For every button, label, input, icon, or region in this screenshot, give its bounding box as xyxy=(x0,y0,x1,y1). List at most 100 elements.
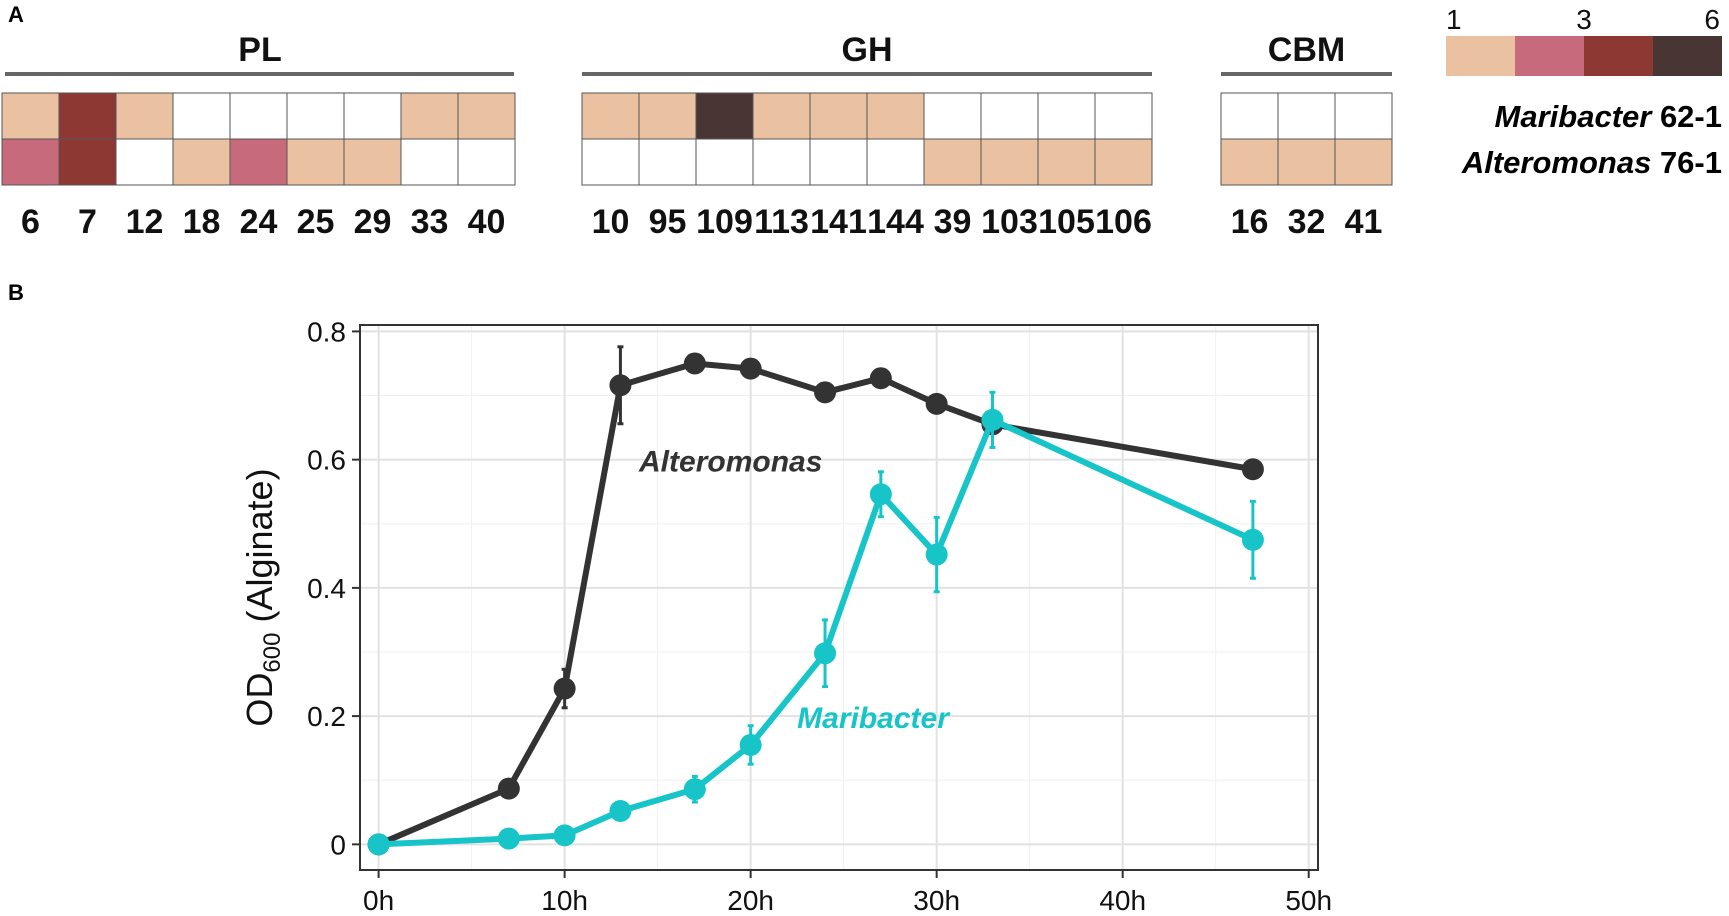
family-label: 33 xyxy=(411,203,449,241)
row-label: Maribacter 62-1 xyxy=(1495,99,1722,134)
heatmap-cell xyxy=(229,138,288,186)
family-label: 12 xyxy=(126,203,164,241)
heatmap-cell xyxy=(1220,138,1279,186)
legend-swatch xyxy=(1653,36,1722,76)
heatmap-cell xyxy=(115,138,174,186)
y-tick-label: 0 xyxy=(330,829,346,860)
row-label-strain: 76-1 xyxy=(1651,145,1722,180)
x-tick-label: 50h xyxy=(1285,885,1332,916)
alteromonas-point xyxy=(683,352,706,375)
heatmap-cell xyxy=(866,92,925,140)
alteromonas-point xyxy=(1241,458,1264,481)
family-label: 95 xyxy=(649,203,687,241)
heatmap-cell xyxy=(1277,92,1336,140)
heatmap-cell xyxy=(1094,138,1153,186)
plot-background xyxy=(360,325,1318,870)
family-label: 32 xyxy=(1288,203,1326,241)
row-label: Alteromonas 76-1 xyxy=(1461,145,1722,180)
heatmap-cell xyxy=(172,138,231,186)
heatmap-cell xyxy=(343,138,402,186)
maribacter-point xyxy=(553,824,576,847)
family-label: 6 xyxy=(21,203,40,241)
heatmap-cell xyxy=(58,92,117,140)
y-tick-label: 0.6 xyxy=(307,445,346,476)
heatmap-cell xyxy=(752,138,811,186)
maribacter-point xyxy=(925,543,948,566)
growth-curve-chart: 0h 10h 20h 30h 40h 50h 0 0.2 0.4 0.6 0.8 OD600 (Alg… xyxy=(239,316,1332,916)
heatmap-cell xyxy=(400,138,459,186)
maribacter-point xyxy=(814,642,837,665)
family-label: 40 xyxy=(468,203,506,241)
legend-swatch xyxy=(1584,36,1653,76)
legend-swatch xyxy=(1515,36,1584,76)
maribacter-point xyxy=(367,833,390,856)
maribacter-point xyxy=(739,733,762,756)
x-tick-label: 30h xyxy=(913,885,960,916)
alteromonas-point xyxy=(925,392,948,415)
heatmap-cell xyxy=(581,138,640,186)
y-axis-title: OD600 (Alginate) xyxy=(239,468,286,726)
heatmap-cell xyxy=(980,138,1039,186)
heatmap-cell xyxy=(58,138,117,186)
family-label: 141 xyxy=(810,203,867,241)
maribacter-point xyxy=(869,483,892,506)
family-label: 39 xyxy=(934,203,972,241)
heatmap-cell xyxy=(343,92,402,140)
y-axis-title-main: OD xyxy=(239,673,280,727)
family-label: 29 xyxy=(354,203,392,241)
heatmap-cell xyxy=(923,138,982,186)
panel-a-letter: A xyxy=(8,2,24,27)
plot-border xyxy=(359,324,1319,871)
y-axis-title-suffix: (Alginate) xyxy=(239,468,280,632)
y-tick-label: 0.8 xyxy=(307,316,346,347)
heatmap-cell xyxy=(809,138,868,186)
heatmap-cell xyxy=(286,138,345,186)
family-label: 113 xyxy=(754,203,809,241)
panel-b-letter: B xyxy=(8,280,24,305)
heatmap-cell xyxy=(866,138,925,186)
family-label: 144 xyxy=(867,203,924,241)
heatmap-cell xyxy=(638,92,697,140)
maribacter-point xyxy=(1241,528,1264,551)
heatmap-cell xyxy=(1037,92,1096,140)
x-tick-label: 10h xyxy=(541,885,588,916)
maribacter-point xyxy=(609,800,632,823)
alteromonas-point xyxy=(497,777,520,800)
heatmap-cell xyxy=(581,92,640,140)
heatmap-cell xyxy=(809,92,868,140)
heatmap-cell xyxy=(1334,138,1393,186)
x-tick-label: 0h xyxy=(363,885,394,916)
y-tick-label: 0.2 xyxy=(307,701,346,732)
heatmap-cell xyxy=(172,92,231,140)
heatmap-cell xyxy=(1220,92,1279,140)
heatmap-cell xyxy=(457,138,516,186)
heatmap-cell xyxy=(1037,138,1096,186)
heatmap-cell xyxy=(457,92,516,140)
series-label-maribacter: Maribacter xyxy=(797,702,951,735)
family-label: 25 xyxy=(297,203,335,241)
group-label-gh: GH xyxy=(842,31,893,69)
heatmap-cell xyxy=(695,92,754,140)
alteromonas-point xyxy=(609,374,632,397)
legend-tick-label: 6 xyxy=(1704,4,1720,35)
legend-swatch xyxy=(1446,36,1515,76)
heatmap-cell xyxy=(229,92,288,140)
alteromonas-point xyxy=(739,357,762,380)
row-label-genus: Alteromonas xyxy=(1461,145,1651,180)
heatmap-cell xyxy=(1,92,60,140)
family-label: 105 xyxy=(1038,203,1095,241)
alteromonas-point xyxy=(553,677,576,700)
maribacter-point xyxy=(981,408,1004,431)
heatmap-cell xyxy=(752,92,811,140)
heatmap-cell xyxy=(980,92,1039,140)
heatmap-cell xyxy=(115,92,174,140)
alteromonas-point xyxy=(869,367,892,390)
family-label: 24 xyxy=(240,203,278,241)
family-label: 16 xyxy=(1231,203,1269,241)
legend-tick-label: 3 xyxy=(1576,4,1592,35)
family-label: 10 xyxy=(592,203,630,241)
family-label: 41 xyxy=(1345,203,1383,241)
heatmap-cell xyxy=(1277,138,1336,186)
